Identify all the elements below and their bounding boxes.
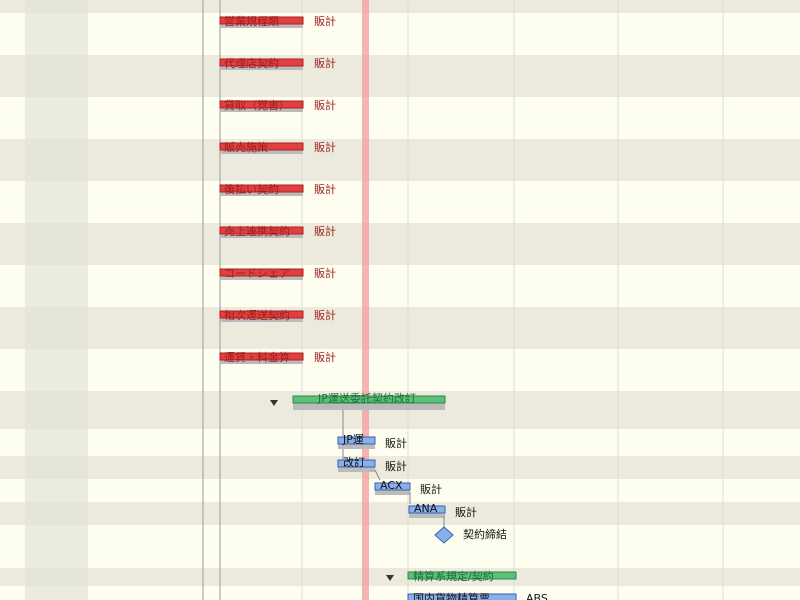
group-bar (292, 395, 446, 404)
task-bar (219, 184, 304, 193)
task-bar (219, 142, 304, 151)
collapse-toggle (386, 575, 394, 581)
task-resource: 販計 (385, 459, 407, 473)
milestone-label: 契約締結 (463, 527, 507, 541)
bar-shadow (338, 443, 375, 449)
task-resource: 販計 (314, 308, 336, 322)
task-label: 営業規程類 (224, 14, 279, 28)
task-resource: 販計 (314, 266, 336, 280)
task-label: 後払い契約 (224, 182, 279, 196)
row-stripe (0, 456, 800, 479)
task-resource: 販計 (385, 436, 407, 450)
task-resource: 販計 (314, 350, 336, 364)
task-label: 改訂 (343, 455, 365, 469)
bar-shadow (220, 106, 303, 112)
bar-shadow (220, 22, 303, 28)
task-resource: 販計 (314, 56, 336, 70)
task-label: 国内貨物精算票 (413, 591, 490, 600)
group-bar (407, 571, 517, 580)
task-label: 相次運送契約 (224, 308, 290, 322)
bar-shadow (220, 64, 303, 70)
task-label: 売上連携契約 (224, 224, 290, 238)
bar-shadow (375, 489, 410, 495)
dependency (342, 410, 445, 527)
bar-shadow (220, 274, 303, 280)
row-stripe (0, 223, 800, 265)
task-bar (407, 593, 517, 600)
task-resource: 販計 (420, 482, 442, 496)
task-label: コードシェア (224, 267, 290, 280)
today-line (362, 0, 369, 600)
task-label: 販売施策 (224, 140, 268, 154)
task-resource: 販計 (455, 505, 477, 519)
bar-shadow (409, 512, 445, 518)
row-stripe (0, 139, 800, 181)
task-bar (219, 16, 304, 25)
bar-shadow (220, 358, 303, 364)
task-bar (374, 482, 411, 491)
task-bar (219, 58, 304, 67)
task-resource: ABS (526, 592, 548, 600)
task-label: ANA (414, 502, 438, 515)
group-label: JP運送委託契約改訂 (317, 391, 416, 405)
task-bar (337, 459, 376, 468)
task-bar (408, 505, 446, 514)
row-stripe (0, 502, 800, 525)
task-resource: 販計 (314, 224, 336, 238)
task-label: 運賃・料金算 (224, 350, 290, 364)
collapse-toggle (270, 400, 278, 406)
background (0, 0, 800, 586)
bar-shadow (220, 148, 303, 154)
task-label: JP運 (342, 433, 364, 446)
task-label: 代理店契約 (224, 56, 279, 70)
bar-shadow (338, 466, 375, 472)
left-column (25, 0, 88, 600)
task-bar (337, 436, 376, 445)
task-resource: 販計 (314, 14, 336, 28)
bar-shadow (220, 190, 303, 196)
task-resource: 販計 (314, 140, 336, 154)
task-bar (219, 268, 304, 277)
task-resource: 販計 (314, 182, 336, 196)
row-stripe (0, 307, 800, 349)
task-label: 貸取（覚書） (224, 98, 290, 112)
bar-shadow (220, 316, 303, 322)
bar-shadow (220, 232, 303, 238)
row-stripe (0, 55, 800, 97)
milestone (434, 526, 454, 544)
task-bar (219, 226, 304, 235)
task-label: ACX (380, 479, 403, 492)
task-bar (219, 100, 304, 109)
row-stripe (0, 568, 800, 586)
task-bar (219, 310, 304, 319)
task-resource: 販計 (314, 98, 336, 112)
row-stripe (0, 0, 800, 13)
task-bar (219, 352, 304, 361)
group-label: 精算系規定/契約 (413, 569, 494, 583)
grid (202, 0, 724, 600)
group-shadow (293, 402, 445, 410)
